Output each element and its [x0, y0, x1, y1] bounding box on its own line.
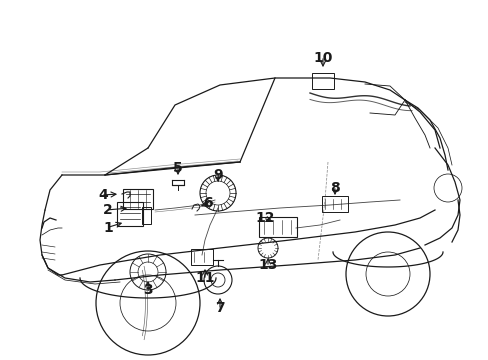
- Text: 11: 11: [195, 271, 214, 285]
- Text: 3: 3: [143, 283, 153, 297]
- Text: 8: 8: [329, 181, 339, 195]
- Text: 10: 10: [313, 51, 332, 65]
- Text: 12: 12: [255, 211, 274, 225]
- Text: 5: 5: [173, 161, 183, 175]
- Text: 13: 13: [258, 258, 277, 272]
- Text: 1: 1: [103, 221, 113, 235]
- Text: 9: 9: [213, 168, 223, 182]
- Text: 2: 2: [103, 203, 113, 217]
- Text: 7: 7: [215, 301, 224, 315]
- Text: 4: 4: [98, 188, 108, 202]
- Text: 6: 6: [203, 196, 212, 210]
